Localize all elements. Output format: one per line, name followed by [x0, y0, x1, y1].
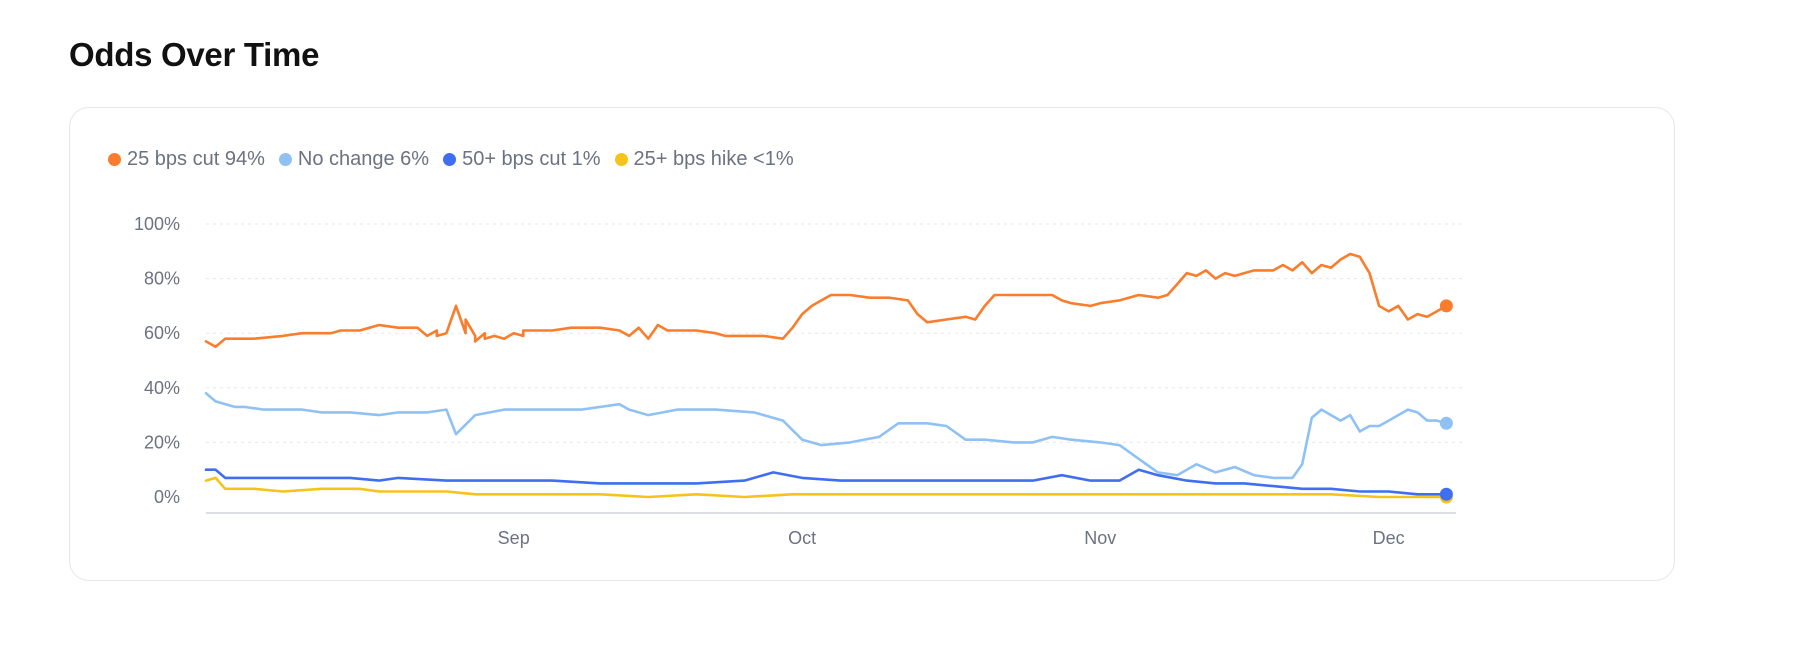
legend-swatch-no-change — [278, 153, 292, 166]
series-endpoint-no-change — [1439, 416, 1453, 430]
page-title: Odds Over Time — [69, 36, 320, 73]
legend-label-no-change: No change 6% — [297, 148, 430, 170]
y-tick-label: 60% — [144, 323, 180, 343]
legend-swatch-25-bps-hike — [614, 153, 628, 166]
x-tick-label: Dec — [1373, 528, 1405, 548]
legend-item-25-bps-hike[interactable]: 25+ bps hike <1% — [614, 148, 794, 171]
legend-label-25-bps-hike: 25+ bps hike <1% — [633, 148, 794, 170]
series-line-50-bps-cut — [204, 468, 1448, 496]
legend-swatch-50-bps-cut — [443, 153, 457, 166]
chart-card: 25 bps cut 94% No change 6% 50+ bps cut … — [69, 107, 1675, 581]
legend-label-50-bps-cut: 50+ bps cut 1% — [462, 148, 601, 170]
legend-label-25-bps-cut: 25 bps cut 94% — [127, 148, 265, 170]
y-tick-label: 40% — [144, 378, 180, 398]
x-tick-label: Nov — [1084, 528, 1116, 548]
legend-swatch-25-bps-cut — [108, 153, 121, 166]
series-line-no-change — [204, 392, 1448, 480]
line-chart[interactable]: 100% 80% 60% 40% 20% 0% Sep Oct Nov Dec — [70, 108, 1676, 582]
endpoint-layer — [1439, 299, 1453, 504]
chart-legend: 25 bps cut 94% No change 6% 50+ bps cut … — [108, 148, 808, 171]
y-tick-label: 80% — [144, 269, 180, 289]
y-tick-label: 100% — [134, 214, 180, 234]
legend-item-50-bps-cut[interactable]: 50+ bps cut 1% — [443, 148, 601, 171]
y-tick-label: 20% — [144, 432, 180, 452]
x-tick-label: Sep — [498, 528, 530, 548]
series-endpoint-50-bps-cut — [1439, 487, 1453, 501]
series-endpoint-25-bps-cut — [1439, 299, 1453, 313]
axis-layer: 100% 80% 60% 40% 20% 0% Sep Oct Nov Dec — [134, 214, 1456, 548]
grid-layer — [206, 223, 1466, 443]
legend-item-25-bps-cut[interactable]: 25 bps cut 94% — [108, 148, 265, 171]
y-tick-label: 0% — [154, 487, 180, 507]
series-layer — [204, 252, 1448, 499]
series-line-25-bps-cut — [204, 252, 1448, 349]
series-line-25-bps-hike — [204, 476, 1448, 499]
x-tick-label: Oct — [788, 528, 816, 548]
legend-item-no-change[interactable]: No change 6% — [278, 148, 430, 171]
